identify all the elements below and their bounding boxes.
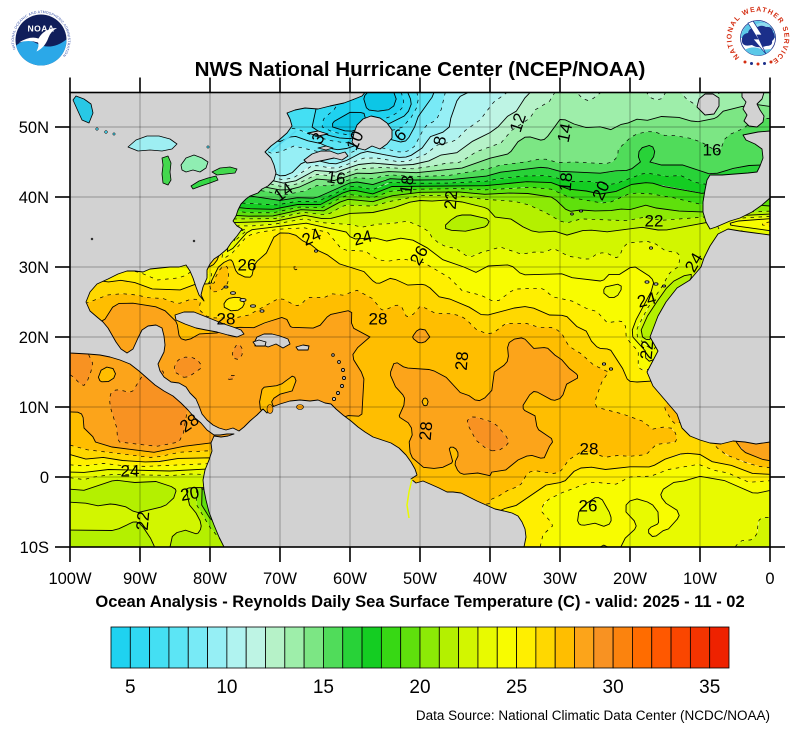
svg-text:Ocean Analysis - Reynolds Dail: Ocean Analysis - Reynolds Daily Sea Surf… — [95, 593, 744, 611]
svg-text:30W: 30W — [543, 570, 577, 588]
svg-text:28: 28 — [416, 421, 437, 442]
svg-text:10S: 10S — [20, 539, 49, 557]
svg-text:16: 16 — [703, 140, 722, 159]
svg-text:35: 35 — [699, 677, 720, 698]
svg-text:15: 15 — [313, 677, 334, 698]
svg-text:28: 28 — [580, 439, 599, 458]
svg-text:10: 10 — [216, 677, 237, 698]
svg-text:22: 22 — [441, 190, 462, 211]
svg-text:28: 28 — [452, 351, 473, 372]
svg-text:NOAA: NOAA — [28, 24, 55, 34]
svg-text:20N: 20N — [19, 329, 49, 347]
svg-text:24: 24 — [121, 461, 140, 480]
svg-text:0: 0 — [40, 469, 49, 487]
svg-text:5: 5 — [125, 677, 136, 698]
svg-text:30N: 30N — [19, 259, 49, 277]
svg-text:40N: 40N — [19, 189, 49, 207]
svg-text:40W: 40W — [473, 570, 507, 588]
svg-text:22: 22 — [133, 511, 154, 532]
svg-text:50W: 50W — [403, 570, 437, 588]
svg-text:Data Source: National Climatic: Data Source: National Climatic Data Cent… — [416, 708, 770, 723]
svg-text:NWS National Hurricane Center: NWS National Hurricane Center (NCEP/NOAA… — [195, 58, 646, 81]
svg-text:90W: 90W — [123, 570, 157, 588]
svg-text:24: 24 — [351, 226, 374, 249]
svg-text:25: 25 — [506, 677, 527, 698]
svg-text:18: 18 — [396, 174, 417, 195]
svg-text:22: 22 — [645, 211, 664, 230]
svg-text:24: 24 — [635, 288, 658, 311]
svg-text:60W: 60W — [333, 570, 367, 588]
svg-text:18: 18 — [556, 172, 577, 193]
svg-text:100W: 100W — [48, 570, 92, 588]
svg-text:80W: 80W — [193, 570, 227, 588]
svg-text:30: 30 — [603, 677, 624, 698]
svg-text:22: 22 — [637, 340, 658, 361]
svg-text:0: 0 — [765, 570, 774, 588]
svg-text:26: 26 — [579, 496, 598, 515]
svg-text:26: 26 — [238, 255, 257, 274]
svg-text:20: 20 — [409, 677, 430, 698]
svg-text:10W: 10W — [683, 570, 717, 588]
svg-text:50N: 50N — [19, 119, 49, 137]
svg-text:28: 28 — [369, 309, 388, 328]
svg-text:12: 12 — [506, 111, 530, 135]
svg-text:14: 14 — [554, 122, 577, 144]
svg-text:8: 8 — [430, 135, 450, 148]
svg-text:20: 20 — [179, 483, 201, 505]
svg-text:20W: 20W — [613, 570, 647, 588]
svg-text:70W: 70W — [263, 570, 297, 588]
svg-text:16: 16 — [325, 167, 346, 188]
svg-text:10N: 10N — [19, 399, 49, 417]
svg-text:28: 28 — [217, 309, 236, 328]
